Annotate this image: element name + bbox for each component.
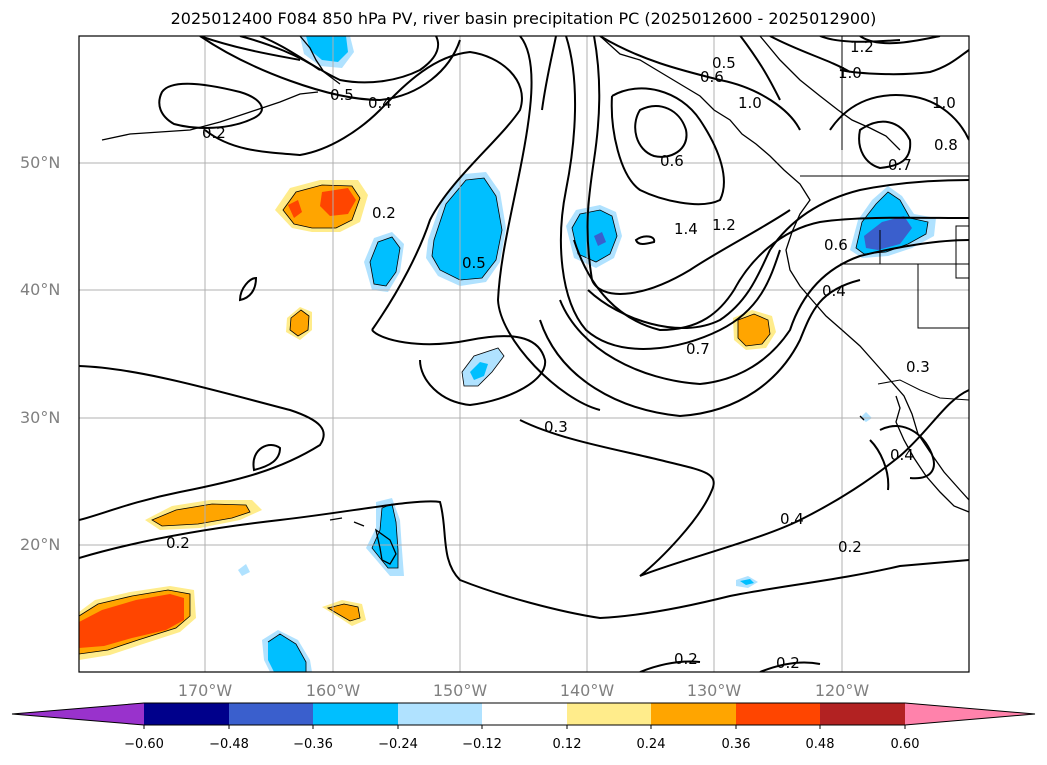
contour-label: 1.0 <box>838 64 862 82</box>
contour-label: 1.2 <box>712 216 736 234</box>
colorbar <box>11 702 1036 729</box>
colorbar-bin <box>820 703 905 725</box>
negative-anomaly-patch <box>470 362 488 380</box>
colorbar-tick-label: 0.12 <box>552 737 582 752</box>
colorbar-tick-label: 0.60 <box>890 737 920 752</box>
contour-label: 0.4 <box>822 282 846 300</box>
colorbar-extend-high <box>905 703 1035 725</box>
map-frame <box>78 35 970 673</box>
colorbar-extend-low <box>12 703 144 725</box>
positive-anomaly-patch <box>738 314 770 346</box>
lat-label: 30°N <box>20 408 61 427</box>
lat-label: 20°N <box>20 535 61 554</box>
contour-label: 0.3 <box>906 358 930 376</box>
positive-anomaly-patch <box>79 594 184 648</box>
colorbar-bin <box>482 703 567 725</box>
lon-label: 150°W <box>432 681 488 700</box>
positive-anomaly-patch <box>288 200 302 218</box>
colorbar-bin <box>736 703 820 725</box>
negative-anomaly-patch <box>238 564 250 576</box>
contour-label: 0.5 <box>330 86 354 104</box>
colorbar-tick-label: −0.48 <box>209 737 249 752</box>
colorbar-tick-label: −0.60 <box>124 737 164 752</box>
contour-label: 1.4 <box>674 220 698 238</box>
contour-label: 0.4 <box>890 446 914 464</box>
coastlines <box>101 36 969 565</box>
colorbar-bin <box>651 703 736 725</box>
political-borders <box>800 36 969 401</box>
colorbar-bin <box>144 703 229 725</box>
map-panel: 1.2 1.0 0.5 0.6 1.0 0.8 1.0 0.4 0.5 0.2 … <box>79 36 969 672</box>
contour-label: 0.8 <box>934 136 958 154</box>
contour-label: 0.7 <box>888 156 912 174</box>
gridlines <box>79 36 969 672</box>
contour-label: 0.6 <box>660 152 684 170</box>
colorbar-tick-label: 0.48 <box>805 737 835 752</box>
contour-label: 0.4 <box>368 94 392 112</box>
colorbar-tick-label: 0.24 <box>636 737 666 752</box>
contour-label: 0.2 <box>838 538 862 556</box>
contour-label: 0.2 <box>202 124 226 142</box>
positive-anomaly-patch <box>328 604 360 621</box>
contour-label: 0.6 <box>824 236 848 254</box>
colorbar-bin <box>567 703 651 725</box>
lat-label: 50°N <box>20 153 61 172</box>
positive-anomaly-patch <box>152 504 250 526</box>
colorbar-tick-label: −0.12 <box>462 737 502 752</box>
positive-anomaly-patch <box>320 188 356 216</box>
lat-label: 40°N <box>20 280 61 299</box>
lon-label: 140°W <box>559 681 615 700</box>
contour-label: 0.2 <box>776 654 800 672</box>
lon-label: 170°W <box>177 681 233 700</box>
colorbar-bin <box>229 703 313 725</box>
contour-label-layer: 1.2 1.0 0.5 0.6 1.0 0.8 1.0 0.4 0.5 0.2 … <box>166 38 958 672</box>
contour-label: 0.5 <box>462 254 486 272</box>
negative-anomaly-patch <box>740 579 754 585</box>
pv-contours <box>79 36 969 672</box>
contour-label: 1.2 <box>850 38 874 56</box>
colorbar-tick-label: −0.24 <box>378 737 418 752</box>
precip-outline-layer <box>79 177 929 672</box>
contour-label: 0.2 <box>372 204 396 222</box>
contour-label: 1.0 <box>932 94 956 112</box>
negative-anomaly-patch <box>306 36 348 62</box>
negative-anomaly-patch <box>268 634 306 672</box>
contour-label: 0.7 <box>686 340 710 358</box>
contour-label: 0.5 <box>712 54 736 72</box>
colorbar-tick-label: 0.36 <box>721 737 751 752</box>
colorbar-bin <box>398 703 482 725</box>
contour-label: 1.0 <box>738 94 762 112</box>
negative-anomaly-patch <box>370 237 400 286</box>
lon-label: 160°W <box>305 681 361 700</box>
negative-anomaly-patch <box>432 178 502 280</box>
lon-label: 120°W <box>814 681 870 700</box>
contour-label: 0.2 <box>166 534 190 552</box>
contour-label: 0.4 <box>780 510 804 528</box>
map-title: 2025012400 F084 850 hPa PV, river basin … <box>170 9 877 28</box>
positive-anomaly-patch <box>290 310 309 336</box>
contour-label: 0.3 <box>544 418 568 436</box>
lon-label: 130°W <box>686 681 742 700</box>
colorbar-bin <box>313 703 398 725</box>
contour-label: 0.6 <box>700 68 724 86</box>
colorbar-tick-label: −0.36 <box>293 737 333 752</box>
contour-label: 0.2 <box>674 650 698 668</box>
negative-anomaly-patch <box>594 232 606 246</box>
negative-anomaly-patch <box>864 216 912 250</box>
